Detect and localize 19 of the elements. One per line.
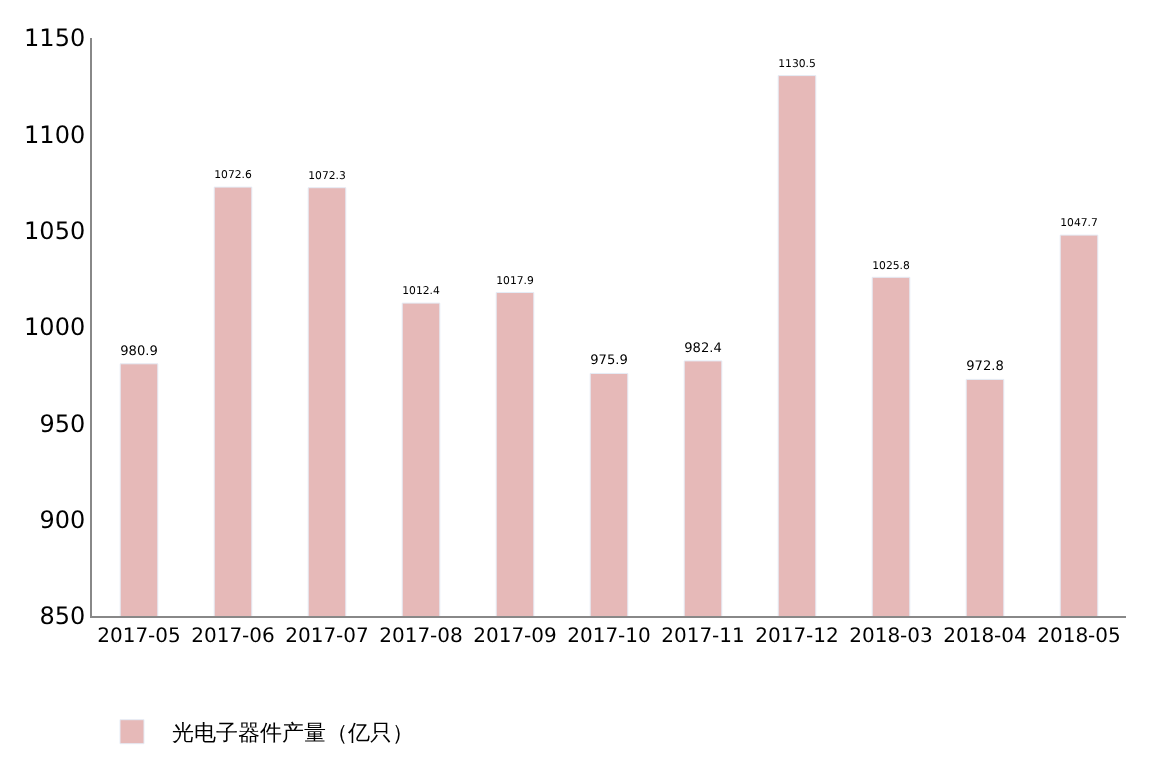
y-tick-label: 900 <box>39 506 86 535</box>
x-tick-label: 2017-08 <box>379 626 463 648</box>
x-tick-label: 2017-11 <box>661 626 745 648</box>
y-tick-label: 1000 <box>24 313 86 342</box>
y-tick-label: 1100 <box>24 120 86 149</box>
x-tick-label: 2017-06 <box>191 626 275 648</box>
y-tick-label: 850 <box>39 602 86 631</box>
y-tick-label: 1150 <box>24 24 86 53</box>
x-tick-label: 2017-09 <box>473 626 557 648</box>
y-tick-label: 950 <box>39 409 86 438</box>
x-tick-label: 2017-07 <box>285 626 369 648</box>
y-tick-label: 1050 <box>24 217 86 246</box>
x-tick-label: 2017-10 <box>567 626 651 648</box>
x-tick-label: 2018-05 <box>1037 626 1121 648</box>
legend-label: 光电子器件产量（亿只） <box>172 720 414 747</box>
x-tick-label: 2018-04 <box>943 626 1027 648</box>
x-tick-label: 2017-12 <box>755 626 839 648</box>
x-tick-label: 2018-03 <box>849 626 933 648</box>
x-tick-label: 2017-05 <box>97 626 181 648</box>
